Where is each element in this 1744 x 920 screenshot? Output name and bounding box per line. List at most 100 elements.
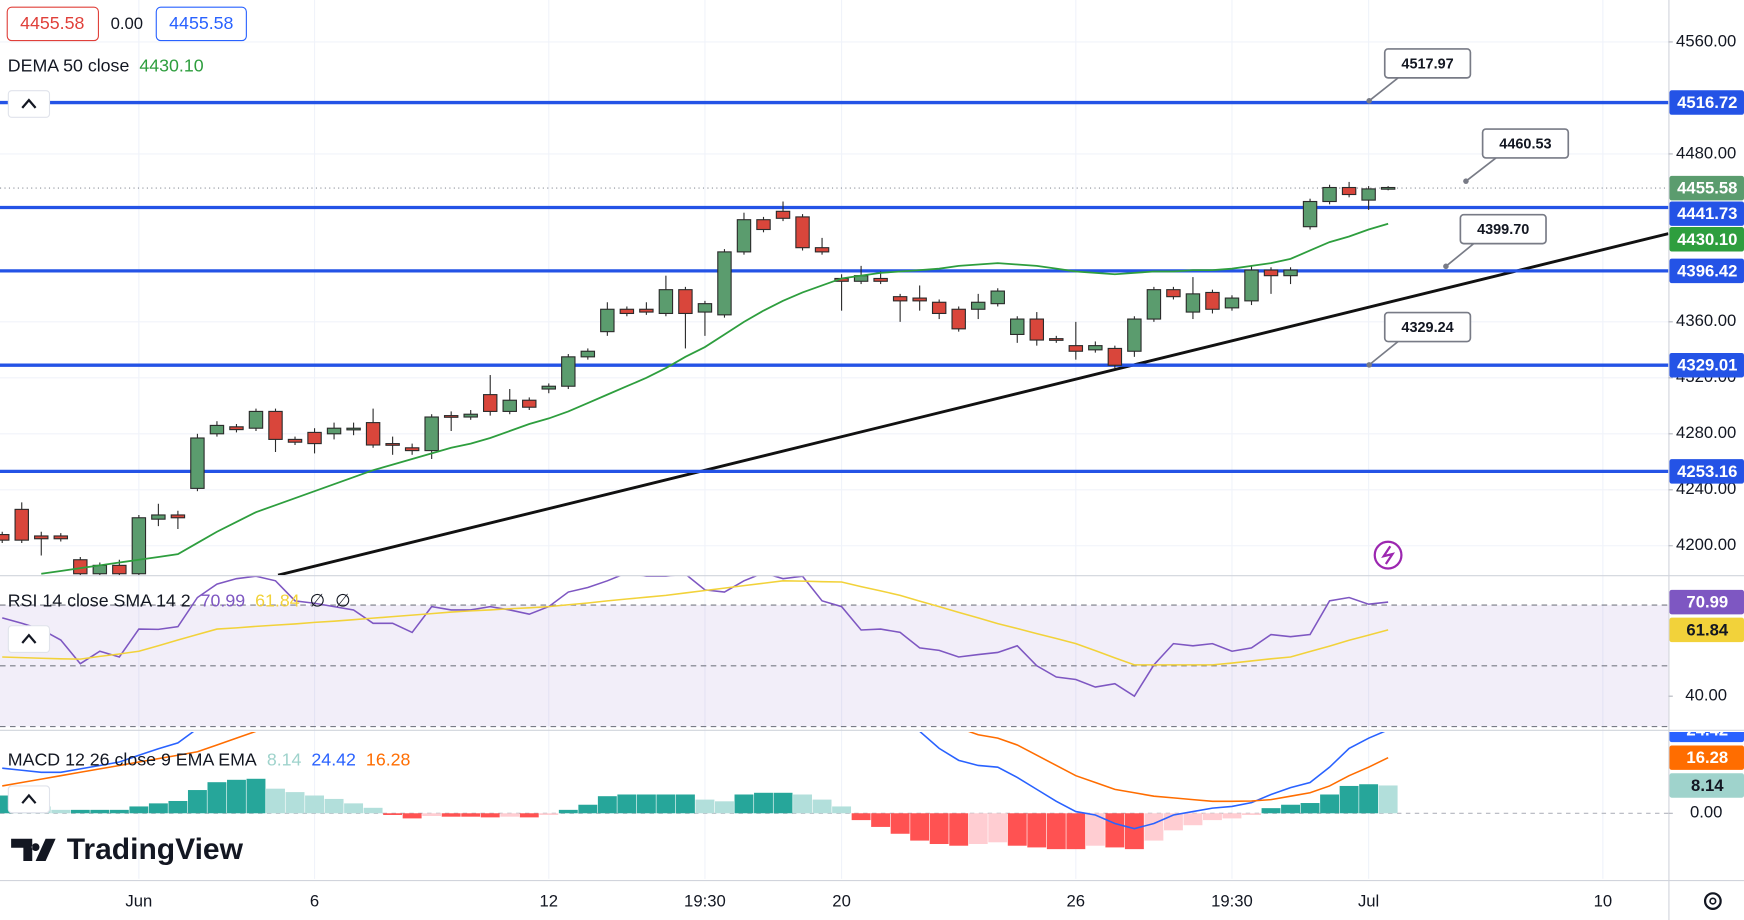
callout-pointer [1368,77,1399,102]
legend-value: 24.42 [311,750,355,770]
candle-body [775,210,791,219]
price-pane [0,100,1669,576]
collapse-button[interactable] [7,625,51,654]
histogram-bar [1027,813,1047,848]
candle-body [580,350,596,358]
callouts: 4517.97 4460.53 4399.70 4329.24 [1366,48,1570,368]
callout-box [1383,311,1472,343]
histogram-bar [1320,794,1340,814]
settings-button[interactable] [1703,892,1722,910]
candle-body [53,535,69,540]
histogram-bar [344,803,364,814]
collapse-button[interactable] [7,90,51,118]
histogram-bar [363,807,383,814]
open-value: 4455.58 [20,13,84,33]
histogram-bar [617,794,637,814]
histogram-bar [246,778,266,814]
candle-body [912,297,927,302]
candle-body [482,394,498,412]
histogram-bar [187,790,207,814]
histogram-bar [812,799,832,814]
histogram-bar [578,804,598,814]
candle-body [1244,269,1259,302]
axis-value-box [1669,459,1744,484]
y-tick-label: 4480.00 [1676,143,1736,162]
histogram-bar [402,813,422,819]
legends: DEMA 50 close 4430.10 RSI 14 close SMA 14 … [8,55,411,769]
histogram-bar [793,794,812,814]
candle-body [814,247,830,253]
trend-line [277,232,1669,576]
histogram-bar [148,803,168,814]
histogram-bar [851,813,871,821]
rsi-pane [0,576,1669,728]
axis-value-label: 4430.10 [1677,230,1737,249]
callout-box [1459,213,1547,245]
callout-pointer [1465,157,1497,182]
collapse-button[interactable] [7,785,51,814]
candle-body [1361,188,1376,201]
close-box [155,6,247,42]
histogram-bar [675,794,695,814]
candle-body [990,290,1005,305]
axis-value-label: 16.28 [1686,748,1728,767]
candle-body [1127,318,1142,352]
axis-value-box [1669,773,1744,798]
axis-value-label: 4455.58 [1677,179,1737,198]
legend-name: DEMA 50 close [8,55,130,75]
histogram-bar [890,813,910,834]
price-axis: 4200.004240.004280.004320.004360.004480.… [1668,31,1744,554]
histogram-bar [539,813,559,815]
histogram-bar [871,813,891,827]
axis-value-box [1669,731,1744,743]
histogram-bar [1378,785,1398,814]
y-tick-label: 4560.00 [1676,31,1736,50]
histogram-bar [949,813,969,846]
close-value: 4455.58 [169,13,233,33]
candle-body [14,508,29,541]
histogram-bar [1124,813,1144,850]
candle-body [717,251,732,316]
histogram-bar [500,813,520,817]
legend-name: MACD 12 26 close 9 EMA EMA [8,750,257,770]
legend-extra: ∅ [310,591,325,611]
macd-pane [0,731,1669,850]
axis-value-box [1669,227,1744,252]
candle-body [268,410,283,440]
dema-line [41,222,1389,575]
histogram-bar [910,813,930,841]
axis-value-box [1669,258,1744,284]
candle-body [1166,289,1181,298]
histogram-bar [1007,813,1027,846]
axis-value-box [1669,175,1744,201]
axis-value-label: 4253.16 [1677,462,1737,481]
axis-value-label: 4329.01 [1677,356,1737,375]
callout-point [1366,98,1372,104]
candle-body [795,216,810,249]
candle-body [1088,345,1103,351]
candle-body [1107,347,1123,366]
y-tick-label: 4280.00 [1676,423,1736,442]
histogram-bar [832,806,852,814]
histogram-bar [929,813,949,845]
callout-pointer [1445,242,1475,267]
open-box [6,6,99,42]
candle-body [756,219,771,231]
header: 4455.58 0.00 4455.58 [6,6,247,42]
candle-body [287,438,303,443]
x-tick-label: 12 [540,892,559,911]
candle-body [365,422,381,446]
x-tick-label: 19:30 [684,892,726,911]
alert-icon[interactable] [1373,540,1403,570]
x-tick-label: 26 [1067,892,1086,911]
candle-body [1322,186,1337,203]
candle-body [970,301,986,310]
histogram-bar [519,813,539,818]
macd-axis: 0.00 24.42 16.28 8.14 [1668,731,1744,822]
candle-body [385,443,400,446]
histogram-bar [715,801,734,814]
histogram-bar [1300,803,1320,814]
candle-body [190,437,205,489]
histogram-bar [422,813,442,817]
